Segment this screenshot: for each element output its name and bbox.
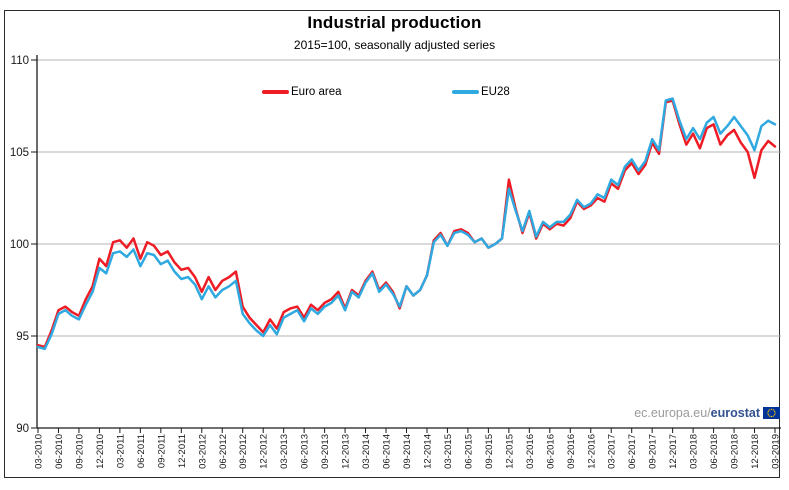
svg-text:110: 110: [11, 55, 29, 67]
svg-text:09-2018: 09-2018: [730, 434, 741, 469]
svg-text:06-2015: 06-2015: [463, 434, 474, 469]
watermark-url-prefix: ec.europa.eu/: [634, 406, 711, 420]
svg-text:06-2013: 06-2013: [300, 434, 311, 469]
svg-text:105: 105: [10, 147, 29, 159]
legend-item-eu28: EU28: [452, 85, 510, 99]
legend-label-euro-area: Euro area: [291, 86, 342, 98]
svg-text:12-2010: 12-2010: [95, 434, 106, 469]
legend-item-euro-area: Euro area: [262, 85, 342, 99]
chart-subtitle: 2015=100, seasonally adjusted series: [293, 38, 496, 52]
eu-flag-icon: [763, 407, 780, 419]
svg-text:03-2012: 03-2012: [197, 434, 208, 469]
chart-title: Industrial production: [307, 13, 482, 32]
svg-text:03-2013: 03-2013: [279, 434, 290, 469]
svg-text:12-2011: 12-2011: [177, 434, 188, 468]
svg-text:09-2014: 09-2014: [402, 434, 413, 469]
svg-text:09-2013: 09-2013: [320, 434, 331, 469]
svg-text:12-2015: 12-2015: [504, 434, 515, 469]
eu28-line: [36, 97, 777, 351]
eurostat-watermark: ec.europa.eu/eurostat: [634, 406, 780, 420]
y-axis-labels: 90 95 100 105 110: [10, 55, 29, 435]
svg-text:09-2015: 09-2015: [484, 434, 495, 469]
svg-text:12-2016: 12-2016: [586, 434, 597, 469]
svg-text:09-2011: 09-2011: [156, 434, 167, 468]
svg-text:12-2013: 12-2013: [341, 434, 352, 469]
svg-text:03-2015: 03-2015: [443, 434, 454, 469]
svg-text:09-2010: 09-2010: [74, 434, 85, 469]
svg-text:03-2010: 03-2010: [34, 434, 45, 469]
svg-text:06-2018: 06-2018: [709, 434, 720, 469]
svg-text:03-2017: 03-2017: [607, 434, 618, 469]
svg-text:03-2016: 03-2016: [525, 434, 536, 469]
eu28-line-swatch: [452, 90, 479, 94]
svg-text:06-2010: 06-2010: [54, 434, 65, 469]
svg-text:06-2011: 06-2011: [136, 434, 147, 468]
axes: [36, 55, 781, 429]
x-tick-marks: [37, 428, 776, 433]
svg-text:12-2018: 12-2018: [750, 434, 761, 469]
svg-text:03-2014: 03-2014: [361, 434, 372, 469]
svg-text:09-2012: 09-2012: [238, 434, 249, 469]
watermark-brand: eurostat: [710, 406, 760, 420]
y-gridlines: [37, 59, 781, 337]
euro-area-line: [36, 99, 777, 349]
svg-text:06-2014: 06-2014: [382, 434, 393, 469]
svg-text:06-2012: 06-2012: [218, 434, 229, 469]
svg-text:06-2017: 06-2017: [627, 434, 638, 469]
svg-text:03-2018: 03-2018: [689, 434, 700, 469]
legend-label-eu28: EU28: [481, 86, 510, 98]
svg-text:03-2011: 03-2011: [115, 434, 126, 468]
svg-text:09-2016: 09-2016: [566, 434, 577, 469]
svg-text:90: 90: [16, 423, 29, 435]
svg-text:12-2012: 12-2012: [259, 434, 270, 469]
svg-text:09-2017: 09-2017: [648, 434, 659, 469]
svg-text:95: 95: [16, 331, 29, 343]
x-axis-labels: 03-2010 06-2010 09-2010 12-2010 03-2011 06-20…: [34, 434, 782, 469]
y-tick-marks: [31, 59, 37, 429]
svg-text:12-2017: 12-2017: [668, 434, 679, 469]
svg-text:03-2019: 03-2019: [771, 434, 782, 469]
euro-area-line-swatch: [262, 90, 289, 94]
svg-text:06-2016: 06-2016: [545, 434, 556, 469]
svg-text:12-2014: 12-2014: [422, 434, 433, 469]
svg-text:100: 100: [10, 239, 29, 251]
